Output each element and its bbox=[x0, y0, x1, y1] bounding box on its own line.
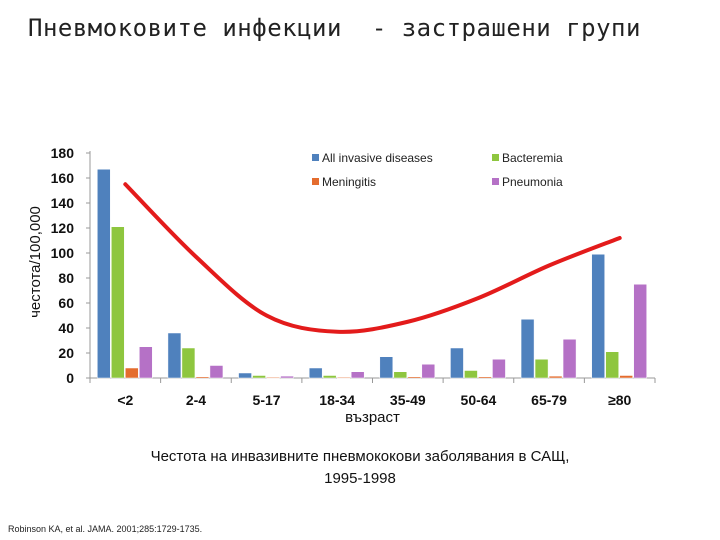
x-tick-label: 18-34 bbox=[319, 392, 355, 408]
bar-pneumonia bbox=[492, 359, 506, 379]
bar-bacteremia bbox=[181, 347, 196, 379]
bar-meningitis bbox=[125, 367, 139, 379]
citation: Robinson KA, et al. JAMA. 2001;285:1729-… bbox=[8, 524, 203, 534]
bar-bacteremia bbox=[252, 375, 266, 379]
bar-pneumonia bbox=[421, 364, 436, 379]
bar-all-invasive-diseases bbox=[167, 332, 182, 379]
y-tick-label: 120 bbox=[51, 220, 75, 236]
legend-swatch bbox=[312, 154, 319, 161]
bar-bacteremia bbox=[534, 359, 549, 379]
caption-line-1: Честота на инвазивните пневмококови забо… bbox=[150, 448, 570, 465]
bar-all-invasive-diseases bbox=[379, 356, 394, 379]
bar-meningitis bbox=[195, 376, 210, 379]
bar-all-invasive-diseases bbox=[97, 169, 111, 379]
y-tick-label: 160 bbox=[51, 170, 75, 186]
y-tick-label: 20 bbox=[58, 345, 74, 361]
y-tick-label: 140 bbox=[51, 195, 75, 211]
bar-meningitis bbox=[478, 376, 492, 379]
x-tick-label: ≥80 bbox=[608, 392, 631, 408]
bar-all-invasive-diseases bbox=[520, 319, 535, 379]
legend-label: Bacteremia bbox=[502, 151, 563, 165]
x-tick-label: <2 bbox=[117, 392, 133, 408]
bar-pneumonia bbox=[562, 339, 577, 379]
bar-bacteremia bbox=[605, 351, 619, 379]
bar-pneumonia bbox=[139, 346, 153, 379]
chart-caption: Честота на инвазивните пневмококови забо… bbox=[60, 446, 660, 490]
bar-pneumonia bbox=[209, 365, 224, 379]
x-tick-label: 50-64 bbox=[461, 392, 497, 408]
bar-all-invasive-diseases bbox=[450, 347, 464, 379]
trend-curve bbox=[123, 182, 622, 334]
slide-title: Пневмоковите инфекции - застрашени групи bbox=[28, 14, 641, 42]
x-tick-label: 35-49 bbox=[390, 392, 426, 408]
y-tick-label: 60 bbox=[58, 295, 74, 311]
bar-meningitis bbox=[407, 376, 422, 379]
bar-chart: 0 20 40 60 80 100 120 140 160 180 <2 2-4 5-17 18-34 35… bbox=[27, 145, 656, 426]
bar-meningitis bbox=[619, 375, 633, 379]
legend-swatch bbox=[492, 154, 499, 161]
bar-bacteremia bbox=[111, 226, 125, 379]
bar-bacteremia bbox=[393, 371, 408, 379]
bar-pneumonia bbox=[280, 375, 294, 379]
bar-pneumonia bbox=[633, 284, 647, 379]
bar-all-invasive-diseases bbox=[308, 367, 323, 379]
legend-swatch bbox=[492, 178, 499, 185]
y-tick-label: 80 bbox=[58, 270, 74, 286]
x-axis-title: възраст bbox=[345, 409, 400, 426]
bar-meningitis bbox=[336, 377, 351, 379]
y-tick-label: 0 bbox=[66, 370, 74, 386]
bar-bacteremia bbox=[322, 375, 337, 379]
legend-swatch bbox=[312, 178, 319, 185]
legend-label: Pneumonia bbox=[502, 175, 563, 189]
bar-meningitis bbox=[266, 377, 280, 379]
legend-label: All invasive diseases bbox=[322, 151, 433, 165]
y-tick-label: 40 bbox=[58, 320, 74, 336]
x-tick-label: 5-17 bbox=[253, 392, 281, 408]
y-axis-title: честота/100,000 bbox=[27, 206, 44, 318]
y-tick-label: 100 bbox=[51, 245, 75, 261]
bar-pneumonia bbox=[350, 371, 365, 379]
bar-bacteremia bbox=[464, 370, 478, 379]
legend-label: Meningitis bbox=[322, 175, 376, 189]
x-tick-label: 2-4 bbox=[186, 392, 206, 408]
bar-all-invasive-diseases bbox=[591, 254, 605, 379]
caption-line-2: 1995-1998 bbox=[324, 470, 396, 487]
bar-meningitis bbox=[548, 375, 563, 379]
y-tick-label: 180 bbox=[51, 145, 75, 161]
bar-all-invasive-diseases bbox=[238, 372, 252, 379]
x-tick-label: 65-79 bbox=[531, 392, 567, 408]
